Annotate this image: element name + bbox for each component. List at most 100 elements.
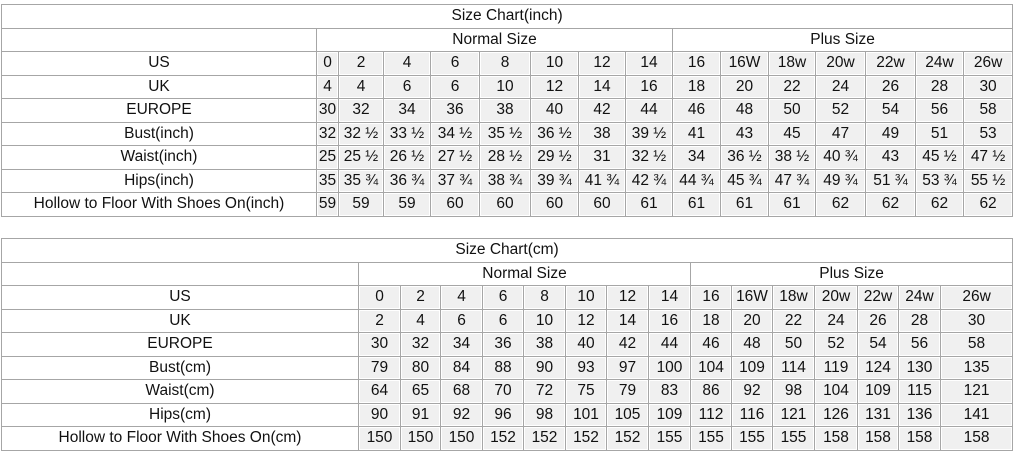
size-value-cell: 115 [898,379,941,404]
size-value-cell: 54 [857,332,899,357]
size-value-cell: 91 [400,402,441,427]
size-value-cell: 6 [440,308,483,333]
size-value-cell: 68 [440,379,483,404]
size-value-cell: 30 [962,74,1014,99]
size-value-cell: 135 [939,355,1014,380]
row-label: UK [1,74,317,99]
size-value-cell: 104 [690,355,732,380]
size-value-cell: 152 [606,426,649,451]
size-value-cell: 44 [625,98,673,123]
size-value-cell: 8 [479,51,531,76]
size-value-cell: 155 [731,426,773,451]
size-value-cell: 59 [316,192,339,217]
size-value-cell: 39 ½ [625,121,673,146]
size-value-cell: 2 [358,308,401,333]
size-value-cell: 18 [672,74,721,99]
size-value-cell: 51 [915,121,964,146]
size-value-cell: 22 [772,308,815,333]
row-label: Hips(cm) [1,402,359,427]
size-value-cell: 40 [565,332,607,357]
size-value-cell: 36 ¾ [383,168,431,193]
size-value-cell: 27 ½ [430,145,480,170]
size-value-cell: 64 [358,379,401,404]
size-value-cell: 28 [898,308,941,333]
size-value-cell: 50 [768,98,816,123]
size-value-cell: 6 [430,74,480,99]
size-value-cell: 35 [316,168,339,193]
size-value-cell: 59 [338,192,384,217]
size-value-cell: 58 [962,98,1014,123]
size-value-cell: 92 [731,379,773,404]
size-value-cell: 40 ¾ [815,145,866,170]
row-label: Waist(inch) [1,145,317,170]
size-value-cell: 38 [479,98,531,123]
size-value-cell: 36 ½ [530,121,579,146]
row-label: EUROPE [1,98,317,123]
group-header-plus: Plus Size [689,261,1014,286]
size-value-cell: 155 [772,426,815,451]
size-value-cell: 109 [857,379,899,404]
row-label: US [1,285,359,310]
size-value-cell: 24 [815,74,866,99]
size-value-cell: 150 [400,426,441,451]
row-label: Bust(inch) [1,121,317,146]
group-header-normal: Normal Size [316,27,673,52]
size-chart-cm-table: Size Chart(cm) Normal Size Plus Size US 0… [0,238,1014,451]
size-value-cell: 90 [523,355,566,380]
size-value-cell: 131 [857,402,899,427]
size-value-cell: 25 ½ [338,145,384,170]
size-value-cell: 141 [939,402,1014,427]
size-value-cell: 10 [523,308,566,333]
size-value-cell: 12 [565,308,607,333]
size-value-cell: 126 [814,402,858,427]
size-value-cell: 59 [383,192,431,217]
size-value-cell: 32 [316,121,339,146]
size-value-cell: 51 ¾ [865,168,916,193]
size-value-cell: 47 ½ [962,145,1014,170]
size-value-cell: 158 [814,426,858,451]
size-value-cell: 53 [962,121,1014,146]
size-value-cell: 30 [939,308,1014,333]
size-value-cell: 26 ½ [383,145,431,170]
row-label: Waist(cm) [1,379,359,404]
size-value-cell: 158 [857,426,899,451]
row-label: US [1,51,317,76]
size-value-cell: 10 [530,51,579,76]
size-value-cell: 136 [898,402,941,427]
group-header-plus: Plus Size [671,27,1014,52]
size-value-cell: 109 [731,355,773,380]
table-row: Waist(cm) 64 65 68 70 72 75 79 83 86 92 98 104 109 115… [1,379,1014,404]
size-value-cell: 62 [962,192,1014,217]
size-value-cell: 119 [814,355,858,380]
size-value-cell: 30 [358,332,401,357]
row-label: Bust(cm) [1,355,359,380]
table-row: EUROPE 30 32 34 36 38 40 42 44 46 48 50 52 54 56 58 [1,98,1014,123]
size-value-cell: 58 [939,332,1014,357]
size-value-cell: 12 [530,74,579,99]
table-row: US 0 2 4 6 8 10 12 14 16 16W 18w 20w 22w 24w 26w [1,285,1014,310]
table-row: UK 4 4 6 6 10 12 14 16 18 20 22 24 26 28 30 [1,74,1014,99]
size-value-cell: 10 [479,74,531,99]
size-value-cell: 6 [482,308,524,333]
empty-header-cell [1,27,317,52]
size-value-cell: 72 [523,379,566,404]
size-value-cell: 36 [430,98,480,123]
size-value-cell: 14 [625,51,673,76]
size-value-cell: 14 [606,308,649,333]
size-value-cell: 8 [523,285,566,310]
size-value-cell: 50 [772,332,815,357]
size-value-cell: 16 [672,51,721,76]
size-value-cell: 4 [316,74,339,99]
size-value-cell: 26 [865,74,916,99]
size-value-cell: 24 [814,308,858,333]
size-value-cell: 152 [523,426,566,451]
size-value-cell: 92 [440,402,483,427]
size-value-cell: 121 [939,379,1014,404]
size-value-cell: 4 [383,51,431,76]
size-value-cell: 0 [316,51,339,76]
size-value-cell: 16W [720,51,769,76]
size-value-cell: 47 ¾ [768,168,816,193]
size-value-cell: 61 [625,192,673,217]
size-value-cell: 28 [915,74,964,99]
